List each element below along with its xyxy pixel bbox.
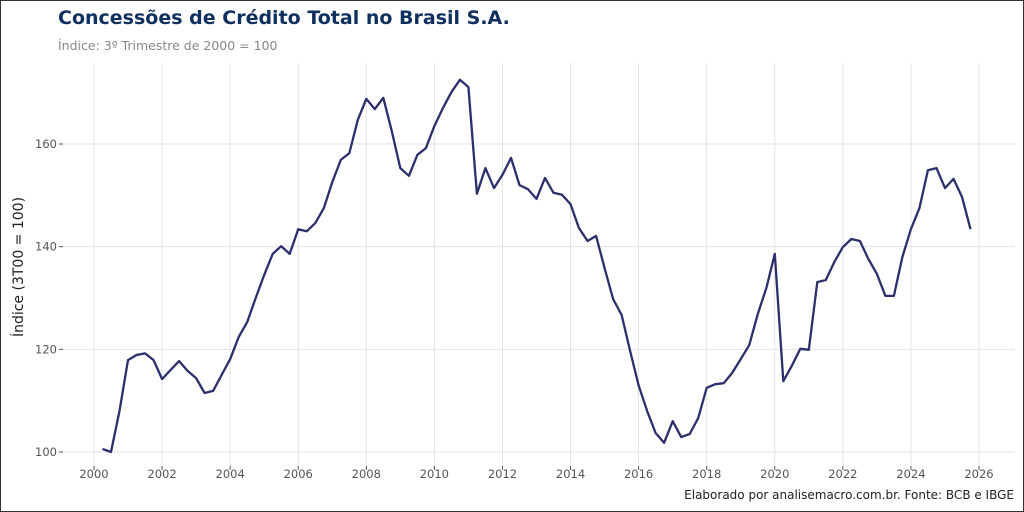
y-axis-ticks: 100 120 140 160 — [35, 137, 63, 459]
x-tick-label: 2022 — [828, 467, 857, 481]
series — [102, 78, 972, 454]
x-tick-label: 2010 — [420, 467, 449, 481]
x-tick-label: 2026 — [964, 467, 993, 481]
x-tick-label: 2002 — [147, 467, 176, 481]
x-tick-label: 2014 — [556, 467, 585, 481]
y-tick-label: 100 — [35, 445, 57, 459]
x-tick-label: 2018 — [692, 467, 721, 481]
series-line — [102, 78, 972, 454]
caption: Elaborado por analisemacro.com.br. Fonte… — [684, 488, 1014, 502]
y-tick-label: 120 — [35, 342, 57, 356]
chart-title: Concessões de Crédito Total no Brasil S.… — [58, 7, 510, 29]
y-axis-label: Índice (3T00 = 100) — [10, 197, 27, 337]
y-tick-label: 160 — [35, 137, 57, 151]
x-tick-label: 2016 — [624, 467, 653, 481]
x-tick-label: 2008 — [352, 467, 381, 481]
x-axis-ticks: 2000 2002 2004 2006 2008 2010 2012 2014 2016 2018… — [79, 466, 994, 481]
x-tick-label: 2020 — [760, 467, 789, 481]
y-tick-label: 140 — [35, 240, 57, 254]
x-tick-label: 2004 — [216, 467, 245, 481]
x-tick-label: 2024 — [896, 467, 925, 481]
x-tick-label: 2000 — [79, 467, 108, 481]
x-tick-label: 2012 — [488, 467, 517, 481]
chart-subtitle: Índice: 3º Trimestre de 2000 = 100 — [58, 38, 278, 53]
x-tick-label: 2006 — [284, 467, 313, 481]
